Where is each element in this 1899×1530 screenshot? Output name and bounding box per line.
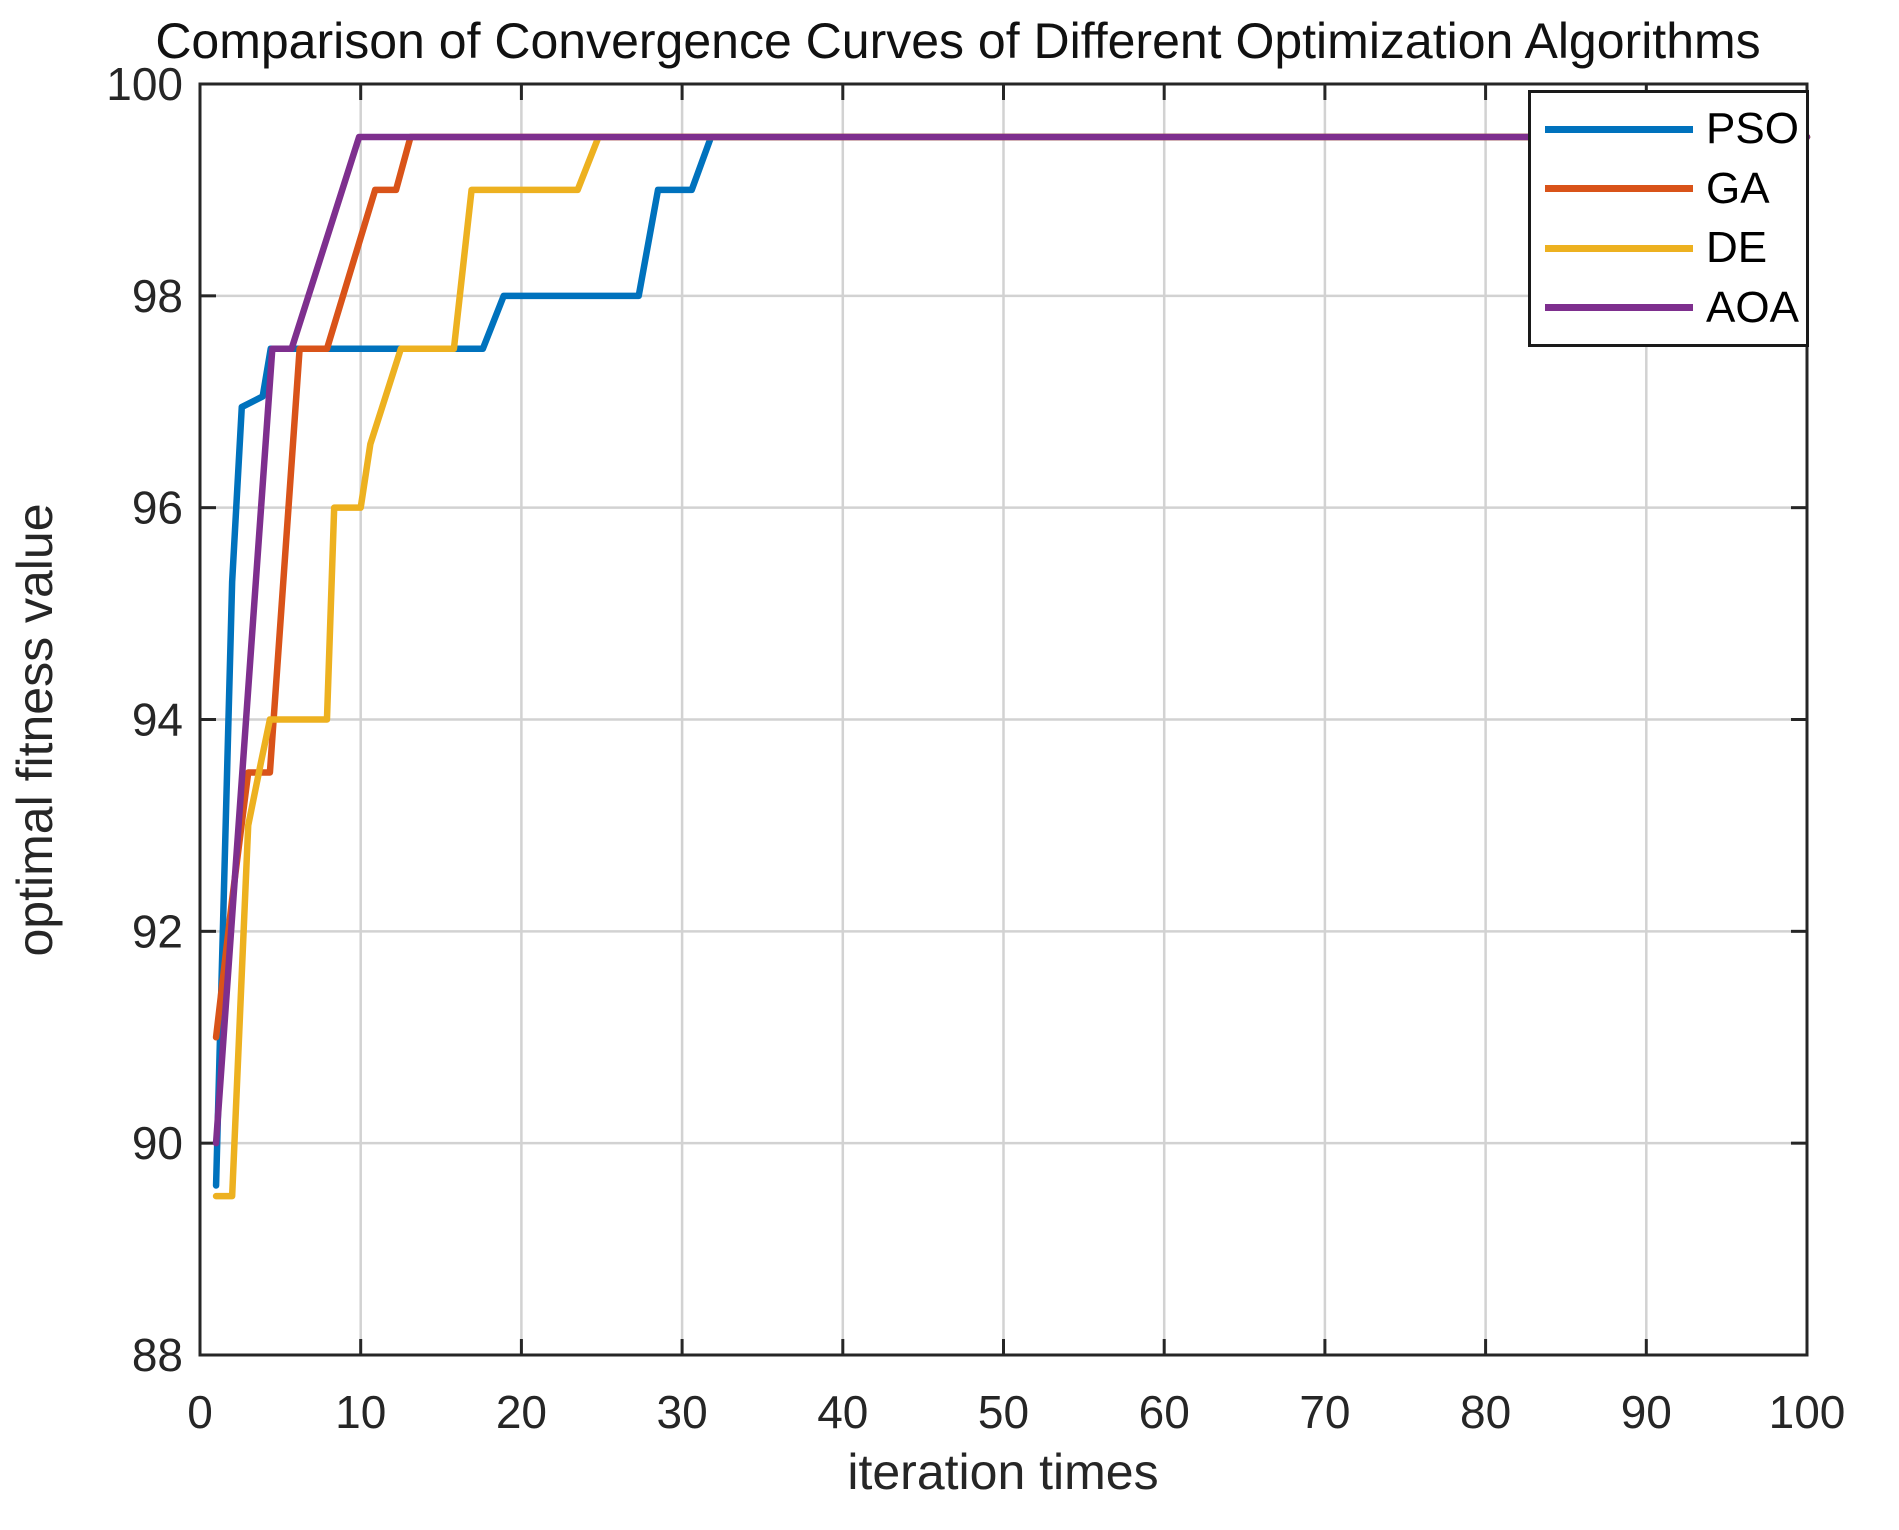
y-axis-label: optimal fitness value (7, 503, 63, 956)
x-tick-label: 30 (657, 1386, 708, 1438)
y-tick-label: 92 (132, 905, 183, 957)
x-tick-label: 20 (496, 1386, 547, 1438)
legend: PSO GA DE AOA (1528, 90, 1809, 347)
legend-swatch-PSO (1545, 125, 1693, 133)
legend-swatch-DE (1545, 244, 1693, 252)
x-tick-label: 90 (1621, 1386, 1672, 1438)
legend-swatch-GA (1545, 185, 1693, 193)
legend-item-PSO: PSO (1531, 107, 1806, 151)
x-tick-label: 0 (187, 1386, 213, 1438)
legend-item-AOA: AOA (1531, 285, 1806, 329)
x-tick-label: 50 (978, 1386, 1029, 1438)
x-tick-label: 10 (335, 1386, 386, 1438)
series-line-AOA (212, 133, 1811, 1147)
y-tick-label: 88 (132, 1329, 183, 1381)
x-tick-label: 60 (1139, 1386, 1190, 1438)
y-tick-label: 90 (132, 1117, 183, 1169)
legend-item-GA: GA (1531, 166, 1806, 210)
legend-label-PSO: PSO (1706, 104, 1799, 153)
legend-label-AOA: AOA (1706, 282, 1799, 332)
x-tick-label: 70 (1299, 1386, 1350, 1438)
x-tick-label: 100 (1769, 1386, 1846, 1438)
series-line-PSO (212, 133, 1811, 1189)
x-tick-label: 80 (1460, 1386, 1511, 1438)
y-tick-label: 96 (132, 482, 183, 534)
y-tick-label: 98 (132, 270, 183, 322)
y-tick-label: 100 (106, 58, 183, 110)
legend-label-DE: DE (1706, 223, 1768, 273)
legend-swatch-AOA (1545, 304, 1693, 312)
y-tick-label: 94 (132, 694, 183, 746)
x-tick-label: 40 (817, 1386, 868, 1438)
series-line-DE (212, 133, 1811, 1200)
x-axis-label: iteration times (847, 1444, 1158, 1500)
legend-label-GA: GA (1706, 163, 1770, 213)
axes-frame (198, 82, 1809, 1357)
legend-item-DE: DE (1531, 226, 1806, 270)
chart-title: Comparison of Convergence Curves of Diff… (155, 13, 1760, 69)
